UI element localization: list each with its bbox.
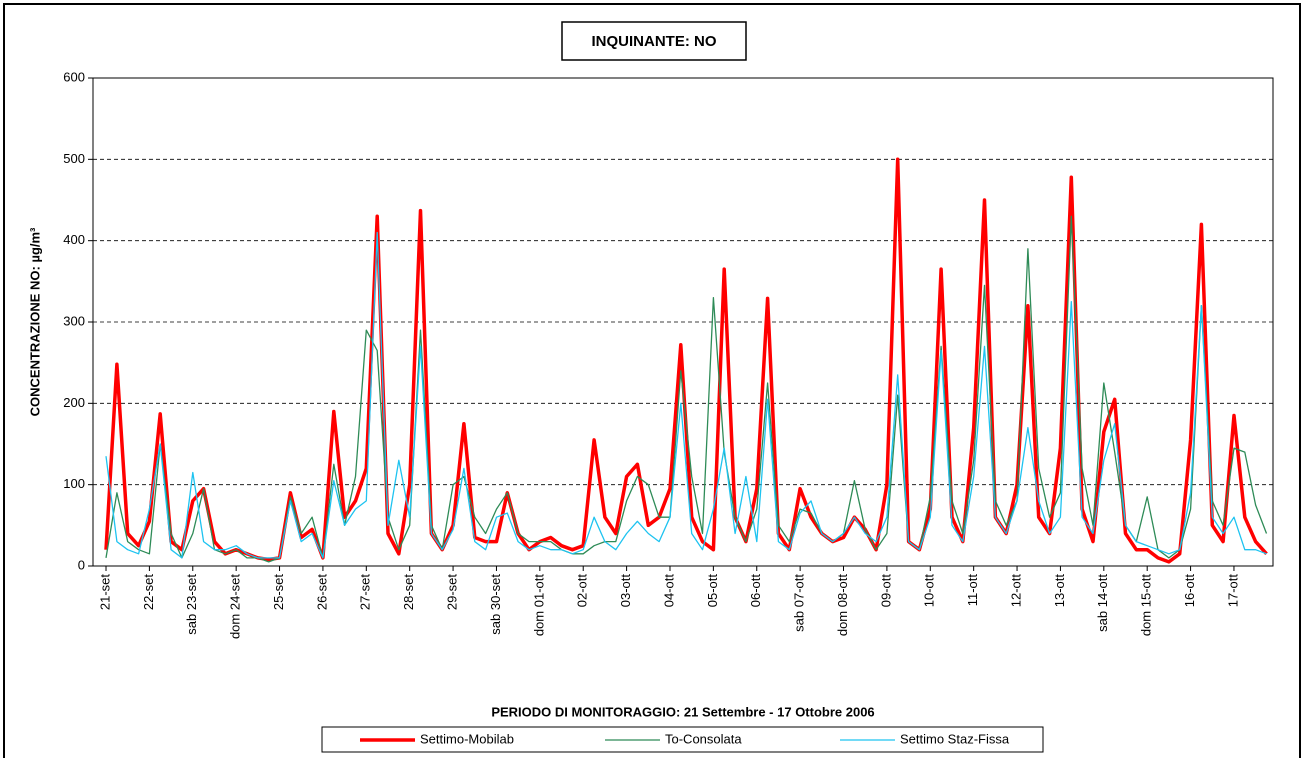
x-tick-label: 22-set — [141, 574, 156, 611]
x-tick-label: 17-ott — [1225, 574, 1240, 608]
series-line — [105, 231, 1267, 559]
x-tick-label: 13-ott — [1052, 574, 1067, 608]
y-tick-label: 600 — [63, 69, 85, 84]
legend-label: Settimo-Mobilab — [420, 731, 514, 746]
x-tick-label: dom 15-ott — [1139, 574, 1154, 637]
x-tick-label: dom 24-set — [228, 574, 243, 639]
x-tick-label: 26-set — [314, 574, 329, 611]
x-tick-label: 06-ott — [748, 574, 763, 608]
title-box — [561, 21, 747, 61]
x-tick-label: sab 14-ott — [1095, 574, 1110, 632]
x-tick-label: 12-ott — [1008, 574, 1023, 608]
legend-label: To-Consolata — [665, 731, 742, 746]
chart-title: INQUINANTE: NO — [592, 33, 717, 50]
x-tick-label: 11-ott — [965, 574, 980, 607]
x-tick-label: sab 30-set — [488, 574, 503, 635]
y-tick-label: 400 — [63, 232, 85, 247]
x-tick-label: 05-ott — [705, 574, 720, 608]
y-tick-label: 0 — [78, 557, 85, 572]
series-line — [105, 215, 1268, 563]
x-tick-label: sab 07-ott — [792, 574, 807, 632]
x-tick-label: 29-set — [445, 574, 460, 611]
y-tick-label: 100 — [63, 476, 85, 491]
x-tick-label: 03-ott — [618, 574, 633, 608]
legend-label: Settimo Staz-Fissa — [900, 731, 1010, 746]
y-tick-label: 200 — [63, 395, 85, 410]
x-tick-label: 28-set — [401, 574, 416, 611]
y-axis-label: CONCENTRAZIONE NO: µg/m³ — [27, 227, 42, 416]
y-tick-label: 300 — [63, 313, 85, 328]
x-tick-label: 04-ott — [661, 574, 676, 608]
x-tick-label: 02-ott — [575, 574, 590, 608]
series-line — [104, 157, 1268, 564]
y-tick-label: 500 — [63, 151, 85, 166]
x-tick-label: 16-ott — [1182, 574, 1197, 608]
x-tick-label: dom 01-ott — [531, 574, 546, 637]
x-tick-label: dom 08-ott — [835, 574, 850, 637]
legend-box — [321, 726, 1044, 753]
x-tick-label: 09-ott — [878, 574, 893, 608]
x-axis-label: PERIODO DI MONITORAGGIO: 21 Settembre - … — [491, 704, 874, 719]
x-tick-label: 25-set — [271, 574, 286, 611]
x-tick-label: 27-set — [358, 574, 373, 611]
x-tick-label: 10-ott — [922, 574, 937, 608]
x-tick-label: 21-set — [97, 574, 112, 611]
x-tick-label: sab 23-set — [184, 574, 199, 635]
